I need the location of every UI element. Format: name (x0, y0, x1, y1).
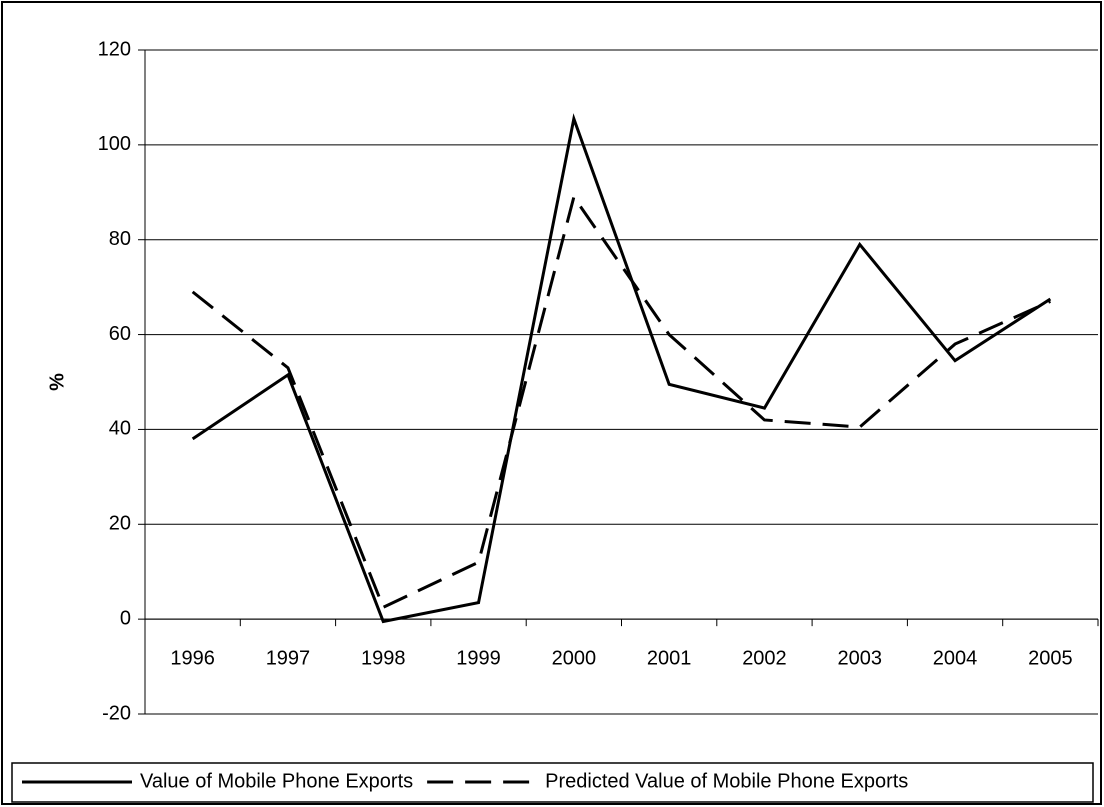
legend-label: Value of Mobile Phone Exports (140, 770, 413, 792)
x-tick-label: 2001 (647, 647, 692, 669)
y-tick-label: 60 (109, 323, 131, 345)
y-tick-label: 120 (98, 38, 131, 60)
y-tick-label: 80 (109, 228, 131, 250)
legend-label: Predicted Value of Mobile Phone Exports (545, 770, 908, 792)
x-tick-label: 2002 (742, 647, 787, 669)
x-tick-label: 2005 (1028, 647, 1073, 669)
x-tick-label: 2003 (838, 647, 883, 669)
x-tick-label: 1998 (361, 647, 406, 669)
y-tick-label: -20 (102, 702, 131, 724)
y-axis-label: % (46, 373, 68, 391)
y-tick-label: 20 (109, 513, 131, 535)
legend-box (11, 762, 1094, 803)
x-tick-label: 1996 (170, 647, 215, 669)
x-tick-label: 2004 (933, 647, 978, 669)
x-tick-label: 1999 (456, 647, 501, 669)
y-tick-label: 40 (109, 418, 131, 440)
data-line (191, 193, 1051, 610)
x-tick-label: 2000 (552, 647, 597, 669)
y-tick-label: 0 (120, 607, 131, 629)
y-tick-label: 100 (98, 133, 131, 155)
data-line (191, 113, 1052, 624)
x-tick-label: 1997 (266, 647, 311, 669)
